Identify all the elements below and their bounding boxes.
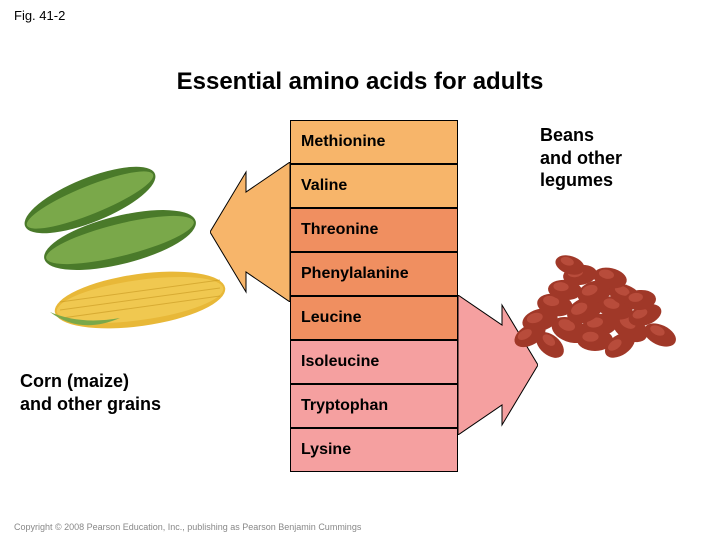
amino-acid-row: Valine — [290, 164, 458, 208]
amino-acid-row: Methionine — [290, 120, 458, 164]
amino-acid-row: Leucine — [290, 296, 458, 340]
figure-label: Fig. 41-2 — [14, 8, 65, 23]
legumes-label-line2: and other — [540, 148, 622, 168]
amino-acid-row: Phenylalanine — [290, 252, 458, 296]
amino-acid-row: Lysine — [290, 428, 458, 472]
grains-label-line2: and other grains — [20, 394, 161, 414]
legumes-label: Beans and other legumes — [540, 124, 622, 192]
page-title: Essential amino acids for adults — [0, 68, 720, 96]
amino-acid-name: Lysine — [301, 441, 351, 459]
grains-label: Corn (maize) and other grains — [20, 370, 161, 415]
beans-illustration — [500, 220, 700, 380]
amino-acid-name: Tryptophan — [301, 397, 388, 415]
legumes-label-line3: legumes — [540, 170, 613, 190]
amino-acid-name: Phenylalanine — [301, 265, 409, 283]
grains-label-line1: Corn (maize) — [20, 371, 129, 391]
amino-acid-name: Methionine — [301, 133, 385, 151]
amino-acid-list: Methionine Valine Threonine Phenylalanine Le… — [290, 120, 458, 472]
grains-arrow — [210, 162, 290, 302]
amino-acid-row: Isoleucine — [290, 340, 458, 384]
amino-acid-name: Leucine — [301, 309, 361, 327]
legumes-label-line1: Beans — [540, 125, 594, 145]
amino-acid-name: Isoleucine — [301, 353, 379, 371]
amino-acid-row: Tryptophan — [290, 384, 458, 428]
amino-acid-name: Threonine — [301, 221, 378, 239]
amino-acid-name: Valine — [301, 177, 347, 195]
copyright-text: Copyright © 2008 Pearson Education, Inc.… — [14, 522, 361, 532]
amino-acid-row: Threonine — [290, 208, 458, 252]
